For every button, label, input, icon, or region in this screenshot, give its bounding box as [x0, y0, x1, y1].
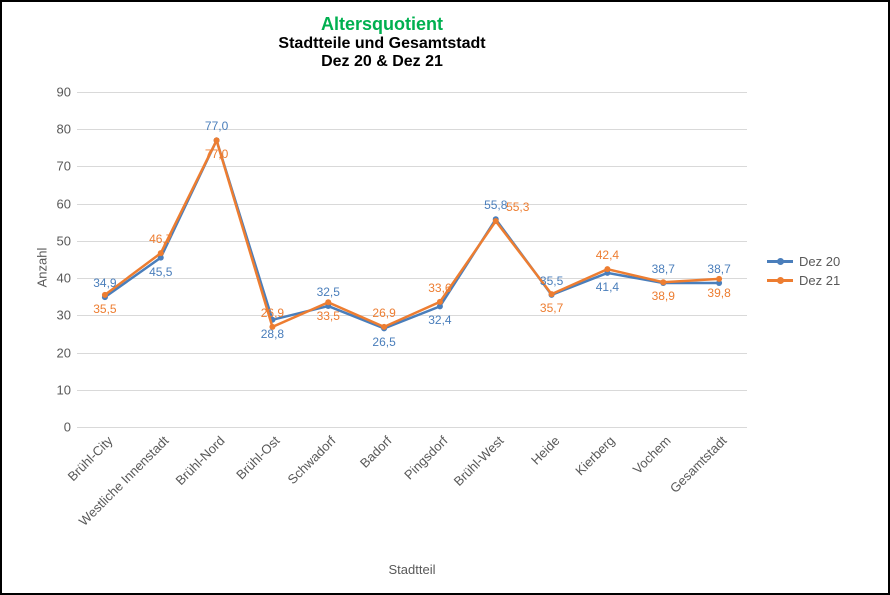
data-label: 32,5: [317, 285, 340, 299]
chart-title-sub2: Dez 20 & Dez 21: [2, 53, 762, 71]
data-label: 26,9: [372, 306, 395, 320]
data-label: 38,7: [707, 262, 730, 276]
data-label: 33,6: [428, 281, 451, 295]
data-label: 34,9: [93, 276, 116, 290]
data-label: 41,4: [596, 280, 619, 294]
y-tick-label: 90: [57, 85, 77, 100]
data-label: 45,5: [149, 265, 172, 279]
y-tick-label: 60: [57, 196, 77, 211]
y-tick-label: 0: [64, 420, 77, 435]
y-axis-title: Anzahl: [34, 247, 49, 287]
plot-area: 0102030405060708090Brühl-CityWestliche I…: [77, 92, 747, 427]
legend: Dez 20 Dez 21: [767, 250, 840, 292]
data-label: 35,5: [540, 274, 563, 288]
series-marker: [158, 250, 164, 256]
y-tick-label: 50: [57, 233, 77, 248]
series-line: [105, 140, 719, 326]
chart-titles: Altersquotient Stadtteile und Gesamtstad…: [2, 14, 762, 71]
y-tick-label: 70: [57, 159, 77, 174]
series-marker: [381, 324, 387, 330]
chart-title-main: Altersquotient: [2, 14, 762, 35]
data-label: 46,7: [149, 232, 172, 246]
data-label: 77,0: [205, 147, 228, 161]
y-tick-label: 40: [57, 271, 77, 286]
y-tick-label: 80: [57, 122, 77, 137]
y-tick-label: 20: [57, 345, 77, 360]
chart-container: Altersquotient Stadtteile und Gesamtstad…: [0, 0, 890, 595]
series-marker: [214, 137, 220, 143]
data-label: 55,3: [506, 200, 529, 214]
data-label: 35,5: [93, 302, 116, 316]
data-label: 38,7: [652, 262, 675, 276]
data-label: 39,8: [707, 286, 730, 300]
data-label: 33,5: [317, 309, 340, 323]
legend-label: Dez 21: [799, 273, 840, 288]
series-marker: [549, 291, 555, 297]
data-label: 35,7: [540, 301, 563, 315]
legend-item: Dez 21: [767, 273, 840, 288]
data-label: 55,8: [484, 198, 507, 212]
legend-item: Dez 20: [767, 254, 840, 269]
legend-swatch: [767, 260, 793, 263]
data-label: 26,9: [261, 306, 284, 320]
y-tick-label: 30: [57, 308, 77, 323]
data-label: 77,0: [205, 119, 228, 133]
data-label: 28,8: [261, 327, 284, 341]
series-marker: [102, 292, 108, 298]
data-label: 38,9: [652, 289, 675, 303]
data-label: 32,4: [428, 313, 451, 327]
chart-title-sub1: Stadtteile und Gesamtstadt: [2, 35, 762, 53]
chart-lines: [77, 92, 747, 427]
legend-swatch: [767, 279, 793, 282]
series-marker: [660, 279, 666, 285]
series-marker: [604, 266, 610, 272]
legend-label: Dez 20: [799, 254, 840, 269]
series-marker: [437, 299, 443, 305]
series-marker: [325, 299, 331, 305]
series-marker: [716, 276, 722, 282]
series-line: [105, 140, 719, 328]
x-axis-title: Stadtteil: [77, 562, 747, 577]
data-label: 26,5: [372, 335, 395, 349]
series-marker: [493, 218, 499, 224]
y-tick-label: 10: [57, 382, 77, 397]
data-label: 42,4: [596, 248, 619, 262]
